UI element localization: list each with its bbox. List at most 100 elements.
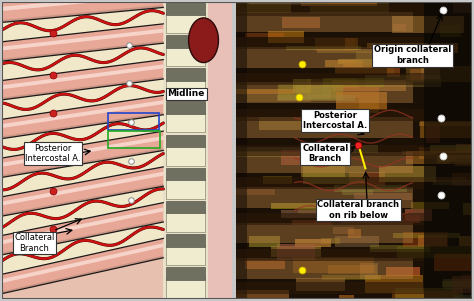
Bar: [453, 0, 474, 13]
Bar: [325, 61, 363, 67]
Bar: [355, 193, 412, 200]
Polygon shape: [2, 95, 163, 138]
Bar: [395, 287, 464, 298]
Bar: [335, 63, 394, 74]
Bar: [236, 2, 247, 299]
Bar: [236, 89, 293, 94]
Polygon shape: [2, 256, 163, 293]
Bar: [356, 51, 376, 66]
Polygon shape: [2, 172, 163, 205]
Bar: [343, 64, 407, 67]
Polygon shape: [2, 167, 163, 216]
Text: Origin collateral
branch: Origin collateral branch: [374, 45, 451, 65]
Polygon shape: [2, 112, 163, 138]
Bar: [292, 257, 374, 273]
Bar: [165, 267, 205, 280]
Bar: [278, 85, 344, 100]
Bar: [236, 47, 412, 68]
Bar: [456, 144, 474, 152]
Bar: [359, 98, 379, 113]
Bar: [236, 282, 424, 293]
Bar: [277, 95, 356, 101]
Bar: [165, 146, 205, 166]
Bar: [455, 158, 474, 166]
Bar: [108, 113, 159, 130]
Bar: [410, 69, 425, 80]
Bar: [334, 185, 407, 192]
Polygon shape: [2, 100, 163, 128]
Bar: [165, 201, 205, 213]
Bar: [454, 295, 474, 301]
Bar: [365, 75, 441, 87]
Bar: [321, 238, 340, 244]
Bar: [443, 281, 474, 287]
Bar: [296, 85, 331, 99]
Polygon shape: [2, 150, 163, 197]
Bar: [236, 258, 412, 279]
Bar: [236, 188, 412, 208]
Bar: [295, 239, 330, 247]
Bar: [387, 65, 400, 77]
Bar: [301, 160, 345, 177]
Bar: [281, 209, 352, 218]
Bar: [426, 126, 440, 143]
Bar: [225, 151, 302, 157]
Polygon shape: [2, 220, 163, 255]
Bar: [348, 229, 361, 238]
Bar: [430, 145, 474, 153]
Bar: [165, 101, 205, 114]
Bar: [236, 82, 412, 103]
Bar: [397, 246, 473, 258]
Bar: [342, 215, 420, 223]
Bar: [471, 142, 474, 151]
Bar: [406, 151, 474, 164]
Bar: [236, 73, 424, 85]
Polygon shape: [2, 238, 163, 293]
Bar: [384, 177, 466, 182]
Polygon shape: [2, 207, 163, 244]
Bar: [303, 166, 365, 184]
Bar: [236, 152, 412, 173]
Bar: [336, 145, 378, 153]
Bar: [263, 175, 292, 184]
Bar: [405, 209, 432, 221]
Bar: [163, 2, 232, 299]
Polygon shape: [2, 24, 163, 61]
Bar: [249, 236, 280, 247]
Bar: [424, 2, 472, 299]
Bar: [165, 35, 205, 48]
Polygon shape: [2, 41, 163, 61]
Text: Collateral
Branch: Collateral Branch: [302, 144, 348, 163]
Bar: [236, 109, 424, 121]
Text: Midline: Midline: [168, 89, 205, 98]
Bar: [247, 89, 311, 102]
Bar: [469, 145, 474, 154]
Polygon shape: [2, 131, 163, 177]
Bar: [236, 12, 412, 33]
Bar: [421, 68, 440, 79]
Bar: [419, 147, 473, 159]
Bar: [315, 38, 355, 51]
Bar: [419, 122, 474, 126]
Bar: [339, 295, 354, 301]
Bar: [277, 244, 315, 260]
Polygon shape: [2, 0, 163, 22]
Bar: [281, 150, 320, 165]
Polygon shape: [2, 60, 163, 100]
Bar: [323, 78, 384, 87]
Bar: [452, 276, 474, 293]
Bar: [437, 156, 474, 162]
Bar: [307, 86, 379, 98]
Bar: [165, 2, 205, 15]
Polygon shape: [2, 8, 163, 42]
Bar: [434, 254, 474, 272]
Bar: [459, 236, 474, 246]
Polygon shape: [2, 0, 163, 11]
Bar: [317, 49, 374, 53]
Bar: [337, 59, 390, 64]
Polygon shape: [2, 5, 163, 22]
Bar: [431, 43, 458, 53]
Polygon shape: [2, 203, 163, 255]
Polygon shape: [2, 184, 163, 216]
Bar: [462, 274, 474, 284]
